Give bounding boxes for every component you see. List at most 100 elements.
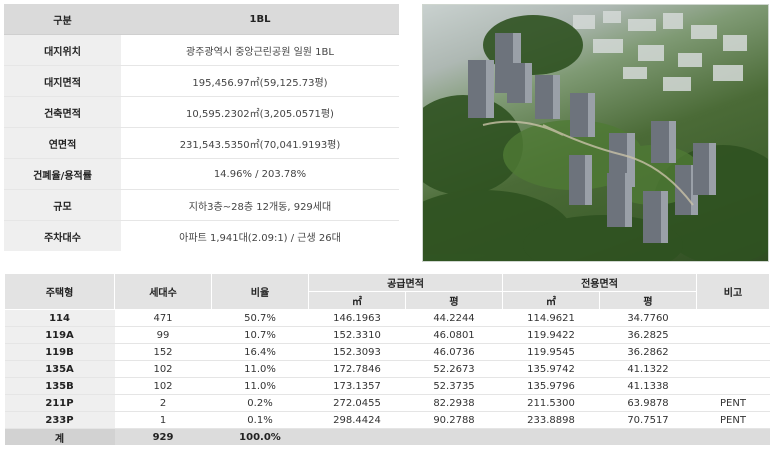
cell-exclusive-pyeong: 41.1322 xyxy=(599,360,697,378)
table-row: 114 471 50.7% 146.1963 44.2244 114.9621 … xyxy=(4,309,770,327)
cell-exclusive-sqm: 119.9545 xyxy=(502,343,600,361)
header-note: 비고 xyxy=(696,273,770,310)
summary-key: 연면적 xyxy=(4,127,121,159)
table-row: 135B 102 11.0% 173.1357 52.3735 135.9796… xyxy=(4,377,770,395)
summary-key: 규모 xyxy=(4,189,121,221)
cell-households: 99 xyxy=(114,326,212,344)
cell-supply-pyeong: 82.2938 xyxy=(405,394,503,412)
header-supply-area: 공급면적 xyxy=(308,273,503,292)
table-row: 119A 99 10.7% 152.3310 46.0801 119.9422 … xyxy=(4,326,770,344)
cell-ratio: 10.7% xyxy=(211,326,309,344)
summary-row: 연면적 231,543.5350㎡(70,041.9193평) xyxy=(4,127,399,159)
cell-exclusive-sqm: 119.9422 xyxy=(502,326,600,344)
summary-value: 아파트 1,941대(2.09:1) / 근생 26대 xyxy=(121,220,399,251)
header-exclusive-sqm: ㎡ xyxy=(502,291,600,310)
total-label: 계 xyxy=(4,428,115,445)
cell-note: PENT xyxy=(696,411,770,429)
header-supply-sqm: ㎡ xyxy=(308,291,406,310)
cell-note xyxy=(696,309,770,327)
summary-value: 광주광역시 중앙근린공원 일원 1BL xyxy=(121,34,399,66)
cell-ratio: 11.0% xyxy=(211,360,309,378)
cell-exclusive-pyeong: 36.2825 xyxy=(599,326,697,344)
site-summary-table: 구분 1BL 대지위치 광주광역시 중앙근린공원 일원 1BL 대지면적 195… xyxy=(4,4,399,251)
summary-row: 건축면적 10,595.2302㎡(3,205.0571평) xyxy=(4,96,399,128)
unit-table-header: 주택형 세대수 비율 공급면적 전용면적 비고 ㎡ 평 ㎡ 평 xyxy=(4,273,770,310)
cell-note xyxy=(696,326,770,344)
cell-supply-sqm: 272.0455 xyxy=(308,394,406,412)
cell-type: 211P xyxy=(4,394,115,412)
cell-type: 135A xyxy=(4,360,115,378)
summary-row: 대지위치 광주광역시 중앙근린공원 일원 1BL xyxy=(4,34,399,66)
apartment-towers xyxy=(468,33,716,243)
total-empty xyxy=(502,428,600,445)
cell-supply-sqm: 173.1357 xyxy=(308,377,406,395)
cell-note: PENT xyxy=(696,394,770,412)
total-households: 929 xyxy=(114,428,212,445)
cell-note xyxy=(696,360,770,378)
cell-supply-sqm: 146.1963 xyxy=(308,309,406,327)
cell-households: 2 xyxy=(114,394,212,412)
header-exclusive-area: 전용면적 xyxy=(502,273,697,292)
summary-header-value: 1BL xyxy=(121,4,399,35)
table-row: 211P 2 0.2% 272.0455 82.2938 211.5300 63… xyxy=(4,394,770,412)
summary-value: 10,595.2302㎡(3,205.0571평) xyxy=(121,96,399,128)
summary-value: 14.96% / 203.78% xyxy=(121,158,399,190)
cell-note xyxy=(696,343,770,361)
summary-header-key: 구분 xyxy=(4,4,121,35)
summary-row: 주차대수 아파트 1,941대(2.09:1) / 근생 26대 xyxy=(4,220,399,251)
header-exclusive-pyeong: 평 xyxy=(599,291,697,310)
cell-exclusive-sqm: 135.9796 xyxy=(502,377,600,395)
cell-supply-pyeong: 46.0736 xyxy=(405,343,503,361)
total-empty xyxy=(308,428,406,445)
cell-exclusive-sqm: 211.5300 xyxy=(502,394,600,412)
cell-exclusive-pyeong: 36.2862 xyxy=(599,343,697,361)
summary-row: 대지면적 195,456.97㎡(59,125.73평) xyxy=(4,65,399,97)
cell-type: 119A xyxy=(4,326,115,344)
cell-supply-sqm: 298.4424 xyxy=(308,411,406,429)
cell-households: 1 xyxy=(114,411,212,429)
cell-type: 233P xyxy=(4,411,115,429)
summary-key: 건축면적 xyxy=(4,96,121,128)
cell-type: 119B xyxy=(4,343,115,361)
total-ratio: 100.0% xyxy=(211,428,309,445)
unit-table-body: 114 471 50.7% 146.1963 44.2244 114.9621 … xyxy=(4,309,770,429)
cell-supply-sqm: 172.7846 xyxy=(308,360,406,378)
cell-ratio: 50.7% xyxy=(211,309,309,327)
cell-type: 114 xyxy=(4,309,115,327)
cell-households: 102 xyxy=(114,377,212,395)
unit-table-footer: 계 929 100.0% xyxy=(4,428,770,445)
total-empty xyxy=(405,428,503,445)
aerial-render-illustration xyxy=(423,11,768,261)
cell-exclusive-sqm: 114.9621 xyxy=(502,309,600,327)
summary-value: 195,456.97㎡(59,125.73평) xyxy=(121,65,399,97)
summary-key: 대지면적 xyxy=(4,65,121,97)
cell-supply-sqm: 152.3093 xyxy=(308,343,406,361)
cell-exclusive-pyeong: 70.7517 xyxy=(599,411,697,429)
cell-supply-pyeong: 90.2788 xyxy=(405,411,503,429)
cell-households: 152 xyxy=(114,343,212,361)
cell-supply-sqm: 152.3310 xyxy=(308,326,406,344)
cell-ratio: 0.1% xyxy=(211,411,309,429)
total-empty xyxy=(599,428,697,445)
header-households: 세대수 xyxy=(114,273,212,310)
summary-row: 건폐율/용적률 14.96% / 203.78% xyxy=(4,158,399,190)
cell-households: 102 xyxy=(114,360,212,378)
summary-key: 주차대수 xyxy=(4,220,121,251)
cell-supply-pyeong: 44.2244 xyxy=(405,309,503,327)
cell-supply-pyeong: 52.3735 xyxy=(405,377,503,395)
unit-type-table: 주택형 세대수 비율 공급면적 전용면적 비고 ㎡ 평 ㎡ 평 114 471 … xyxy=(4,273,770,445)
table-row: 119B 152 16.4% 152.3093 46.0736 119.9545… xyxy=(4,343,770,361)
summary-key: 대지위치 xyxy=(4,34,121,66)
cell-exclusive-sqm: 135.9742 xyxy=(502,360,600,378)
cell-exclusive-pyeong: 41.1338 xyxy=(599,377,697,395)
cell-exclusive-sqm: 233.8898 xyxy=(502,411,600,429)
cell-exclusive-pyeong: 34.7760 xyxy=(599,309,697,327)
cell-ratio: 0.2% xyxy=(211,394,309,412)
summary-value: 지하3층~28층 12개동, 929세대 xyxy=(121,189,399,221)
cell-supply-pyeong: 46.0801 xyxy=(405,326,503,344)
cell-ratio: 11.0% xyxy=(211,377,309,395)
cell-ratio: 16.4% xyxy=(211,343,309,361)
summary-value: 231,543.5350㎡(70,041.9193평) xyxy=(121,127,399,159)
header-supply-pyeong: 평 xyxy=(405,291,503,310)
summary-row: 규모 지하3층~28층 12개동, 929세대 xyxy=(4,189,399,221)
